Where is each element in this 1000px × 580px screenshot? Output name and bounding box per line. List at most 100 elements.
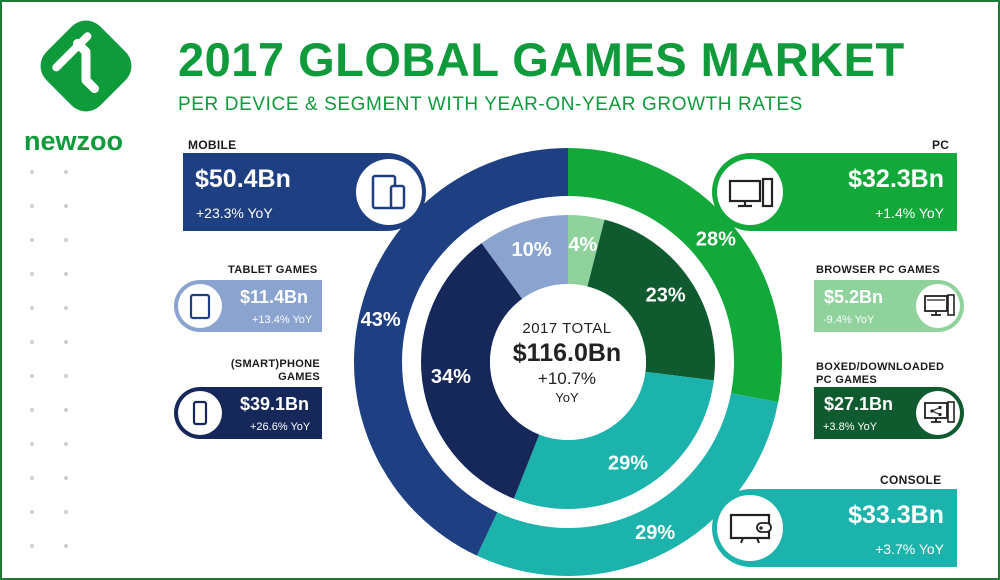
brand-name: newzoo	[24, 126, 123, 156]
center-total-yoy: YoY	[555, 390, 579, 405]
decorative-dot	[64, 306, 68, 310]
tablet-value: $11.4Bn	[240, 287, 309, 307]
decorative-dot	[30, 272, 34, 276]
newzoo-logo-icon	[40, 20, 132, 112]
download-monitor-icon	[924, 401, 955, 423]
browser-icon-circle	[916, 284, 960, 328]
desktop-pc-icon	[728, 177, 774, 208]
slice-label--smart-phone-games: 34%	[431, 366, 471, 388]
decorative-dot	[64, 340, 68, 344]
smartphone-label-line2: GAMES	[278, 371, 320, 383]
outer-labels: 28% 29% 43%	[361, 229, 737, 544]
smartphone-box: $39.1Bn +26.6% YoY	[174, 387, 322, 439]
decorative-dot	[30, 170, 34, 174]
donut-slice-pc	[568, 148, 782, 403]
console-icon-circle	[717, 495, 783, 561]
browser-box: $5.2Bn -9.4% YoY	[814, 280, 964, 332]
tablet-phone-icon	[371, 174, 406, 210]
center-total: 2017 TOTAL $116.0Bn +10.7% YoY	[487, 320, 647, 405]
page-subtitle: PER DEVICE & SEGMENT WITH YEAR-ON-YEAR G…	[178, 94, 803, 115]
decorative-dot	[64, 476, 68, 480]
boxed-growth: +3.8% YoY	[823, 421, 878, 433]
smartphone-icon-circle	[178, 391, 222, 435]
boxed-value: $27.1Bn	[824, 394, 894, 414]
decorative-dot	[30, 340, 34, 344]
decorative-dot	[64, 170, 68, 174]
slice-label-mobile: 43%	[361, 309, 401, 331]
center-total-growth: +10.7%	[537, 369, 597, 388]
page-title: 2017 GLOBAL GAMES MARKET	[178, 33, 905, 86]
smartphone-growth: +26.6% YoY	[250, 421, 311, 433]
boxed-icon-circle	[916, 391, 960, 435]
boxed-label-line2: PC GAMES	[816, 374, 878, 386]
console-growth: +3.7% YoY	[875, 541, 944, 557]
decorative-dot	[30, 238, 34, 242]
inner-ring	[420, 215, 715, 510]
tablet-box: $11.4Bn +13.4% YoY	[174, 280, 322, 332]
decorative-dot	[64, 408, 68, 412]
decorative-dot	[64, 204, 68, 208]
donut-slice-console	[476, 393, 779, 576]
console-value: $33.3Bn	[848, 501, 944, 529]
browser-value: $5.2Bn	[824, 287, 884, 307]
console-label: CONSOLE	[880, 473, 942, 487]
tablet-label: TABLET GAMES	[228, 264, 318, 276]
pc-value: $32.3Bn	[848, 165, 944, 193]
donut-slice-browser-pc-games	[568, 215, 605, 287]
smartphone-icon	[192, 400, 208, 426]
tv-gamepad-icon	[729, 513, 772, 544]
tablet-icon-circle	[178, 284, 222, 328]
decorative-dot	[30, 476, 34, 480]
center-total-value: $116.0Bn	[512, 339, 622, 367]
slice-label-boxed-downloaded-pc-games: 23%	[646, 285, 686, 307]
mobile-growth: +23.3% YoY	[196, 205, 273, 221]
donut-slice-console	[513, 371, 714, 510]
tablet-icon	[189, 293, 211, 320]
donut-slice-boxed-downloaded-pc-games	[587, 219, 715, 381]
center-hole	[490, 284, 646, 440]
decorative-dot	[30, 408, 34, 412]
browser-growth: -9.4% YoY	[823, 314, 875, 326]
outer-ring	[353, 148, 782, 576]
smartphone-value: $39.1Bn	[240, 394, 310, 414]
donut-slice--smart-phone-games	[420, 243, 540, 499]
mobile-icon-circle	[356, 159, 422, 225]
donut-slice-tablet-games	[481, 215, 568, 299]
decorative-dot	[64, 510, 68, 514]
mobile-label: MOBILE	[188, 138, 237, 152]
decorative-dot	[64, 238, 68, 242]
decorative-dot	[30, 544, 34, 548]
browser-monitor-icon	[924, 294, 955, 316]
inner-labels: 4% 23% 29% 34% 10%	[431, 234, 686, 475]
boxed-label-line1: BOXED/DOWNLOADED	[816, 361, 945, 373]
decorative-dot	[64, 374, 68, 378]
boxed-label: BOXED/DOWNLOADED PC GAMES	[816, 361, 944, 387]
smartphone-label-line1: (SMART)PHONE	[230, 358, 320, 370]
decorative-dot	[30, 510, 34, 514]
slice-label-console: 29%	[608, 453, 648, 475]
pc-label: PC	[932, 138, 950, 152]
decorative-dot	[64, 544, 68, 548]
decorative-dot	[64, 272, 68, 276]
mobile-value: $50.4Bn	[195, 165, 291, 193]
browser-label: BROWSER PC GAMES	[816, 264, 940, 276]
pc-growth: +1.4% YoY	[875, 205, 944, 221]
center-total-label: 2017 TOTAL	[522, 320, 612, 337]
console-box: $33.3Bn +3.7% YoY	[712, 489, 957, 567]
slice-label-tablet-games: 10%	[512, 239, 552, 261]
tablet-growth: +13.4% YoY	[252, 314, 313, 326]
decorative-dot	[30, 306, 34, 310]
decorative-dot	[30, 204, 34, 208]
mobile-box: $50.4Bn +23.3% YoY	[183, 153, 426, 231]
slice-label-pc: 28%	[696, 229, 736, 251]
pc-icon-circle	[717, 159, 783, 225]
decorative-dot	[30, 442, 34, 446]
pc-box: $32.3Bn +1.4% YoY	[712, 153, 957, 231]
slice-label-console: 29%	[635, 522, 675, 544]
smartphone-label: (SMART)PHONE GAMES	[226, 358, 320, 384]
boxed-box: $27.1Bn +3.8% YoY	[814, 387, 964, 439]
decorative-dot	[64, 442, 68, 446]
donut-slice-mobile	[353, 148, 568, 556]
